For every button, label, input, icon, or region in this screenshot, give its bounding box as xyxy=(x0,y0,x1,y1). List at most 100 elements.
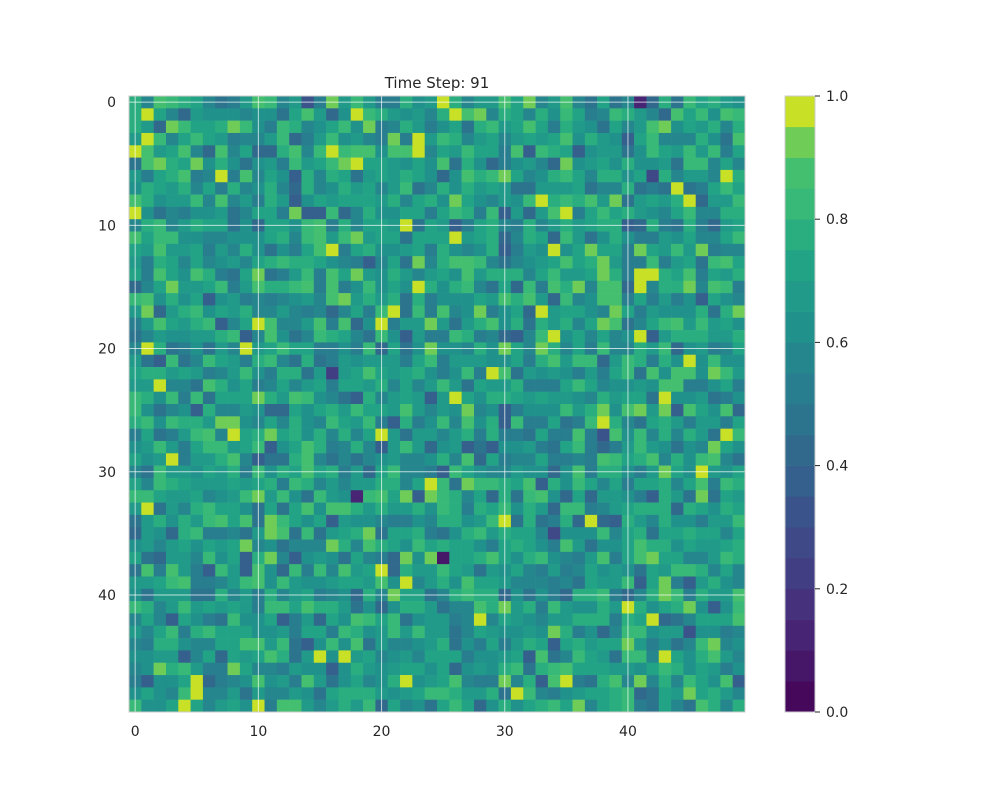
heatmap-cell xyxy=(658,687,672,700)
heatmap-cell xyxy=(338,256,352,269)
heatmap-cell xyxy=(202,169,216,183)
heatmap-cell xyxy=(671,416,684,429)
heatmap-cell xyxy=(227,256,241,269)
heatmap-cell xyxy=(239,625,253,639)
heatmap-cell xyxy=(486,539,499,553)
heatmap-cell xyxy=(510,601,524,614)
heatmap-cell xyxy=(597,367,610,380)
heatmap-cell xyxy=(412,551,425,565)
heatmap-cell xyxy=(720,527,733,540)
heatmap-frame xyxy=(128,95,746,713)
heatmap-cell xyxy=(486,157,499,171)
heatmap-cell xyxy=(560,157,573,171)
heatmap-cell xyxy=(412,305,425,319)
heatmap-cell xyxy=(560,699,573,713)
heatmap-cell xyxy=(720,367,733,380)
heatmap-cell xyxy=(695,280,709,294)
heatmap-cell xyxy=(547,416,561,429)
heatmap-cell xyxy=(165,675,179,688)
heatmap-cell xyxy=(449,157,462,171)
heatmap-cell xyxy=(289,206,302,220)
heatmap-cell xyxy=(227,502,241,516)
heatmap-cell xyxy=(141,514,154,528)
heatmap-cell xyxy=(683,551,697,565)
heatmap-cell xyxy=(264,638,278,651)
heatmap-cell xyxy=(683,317,697,331)
heatmap-cell xyxy=(708,243,721,257)
heatmap-cell xyxy=(313,638,327,651)
heatmap-cell xyxy=(449,379,462,392)
heatmap-cell xyxy=(141,182,154,195)
heatmap-cell xyxy=(720,638,733,651)
heatmap-cell xyxy=(412,514,425,528)
heatmap-cell xyxy=(572,440,586,454)
heatmap-cell xyxy=(732,477,746,491)
heatmap-cell xyxy=(535,367,549,380)
colorbar-segment xyxy=(785,404,815,436)
heatmap-cell xyxy=(313,564,327,577)
heatmap-cell xyxy=(547,576,561,590)
heatmap-cell xyxy=(732,514,746,528)
heatmap-cell xyxy=(338,391,352,405)
heatmap-cell xyxy=(141,317,154,331)
heatmap-cell xyxy=(658,662,672,676)
heatmap-cell xyxy=(239,638,253,651)
heatmap-cell xyxy=(671,379,684,392)
heatmap-cell xyxy=(264,194,278,208)
heatmap-cell xyxy=(486,699,499,713)
heatmap-cell xyxy=(165,613,179,627)
heatmap-cell xyxy=(412,428,425,442)
heatmap-cell xyxy=(695,404,709,417)
heatmap-cell xyxy=(264,675,278,688)
heatmap-cell xyxy=(276,404,290,417)
heatmap-cell xyxy=(227,268,241,282)
heatmap-cell xyxy=(276,367,290,380)
heatmap-cell xyxy=(671,243,684,257)
heatmap-cell xyxy=(350,613,364,627)
heatmap-cell xyxy=(424,527,438,540)
heatmap-cell xyxy=(658,576,672,590)
heatmap-cell xyxy=(400,613,413,627)
heatmap-cell xyxy=(215,243,228,257)
heatmap-cell xyxy=(535,601,549,614)
heatmap-cell xyxy=(387,539,401,553)
heatmap-cell xyxy=(350,490,364,503)
heatmap-cell xyxy=(227,132,241,146)
heatmap-cell xyxy=(671,206,684,220)
heatmap-cell xyxy=(326,182,339,195)
heatmap-cell xyxy=(289,440,302,454)
heatmap-cell xyxy=(178,477,191,491)
heatmap-cell xyxy=(449,293,462,306)
heatmap-cell xyxy=(400,404,413,417)
heatmap-cell xyxy=(708,625,721,639)
heatmap-cell xyxy=(560,453,573,466)
heatmap-cell xyxy=(190,428,204,442)
heatmap-cell xyxy=(572,601,586,614)
heatmap-cell xyxy=(609,477,623,491)
heatmap-cell xyxy=(326,477,339,491)
heatmap-cell xyxy=(190,601,204,614)
heatmap-cell xyxy=(276,379,290,392)
heatmap-cell xyxy=(535,169,549,183)
heatmap-cell xyxy=(634,416,647,429)
heatmap-cell xyxy=(683,477,697,491)
heatmap-cell xyxy=(572,687,586,700)
heatmap-cell xyxy=(387,317,401,331)
heatmap-cell xyxy=(732,416,746,429)
heatmap-cell xyxy=(264,428,278,442)
heatmap-cell xyxy=(634,490,647,503)
heatmap-cell xyxy=(535,182,549,195)
heatmap-cell xyxy=(239,564,253,577)
heatmap-cell xyxy=(560,317,573,331)
heatmap-cell xyxy=(350,206,364,220)
heatmap-cell xyxy=(547,539,561,553)
heatmap-cell xyxy=(363,428,376,442)
heatmap-cell xyxy=(720,564,733,577)
heatmap-cell xyxy=(634,317,647,331)
heatmap-cell xyxy=(178,564,191,577)
heatmap-cell xyxy=(301,182,315,195)
heatmap-cell xyxy=(683,268,697,282)
heatmap-cell xyxy=(141,157,154,171)
heatmap-cell xyxy=(523,330,536,343)
heatmap-cell xyxy=(350,354,364,368)
